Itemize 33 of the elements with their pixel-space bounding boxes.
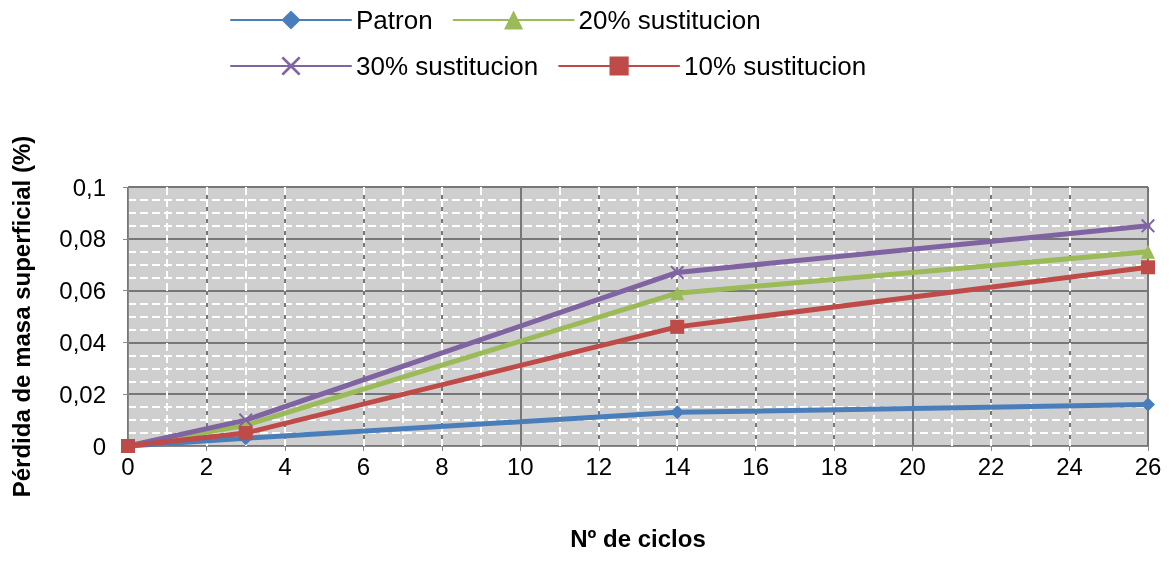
x-tick-label: 2 [199,452,214,480]
y-tick-label: 0 [92,432,106,460]
y-tick-label: 0,1 [72,173,106,201]
x-axis-title: Nº de ciclos [570,524,706,552]
y-axis-title: Pérdida de masa superficial (%) [7,135,35,498]
x-tick-label: 24 [1056,452,1083,480]
x-tick-label: 26 [1134,452,1162,480]
y-tick-label: 0,04 [59,328,106,356]
x-tick-label: 0 [121,452,135,480]
point [670,265,685,280]
x-tick-label: 20 [899,452,926,480]
x-tick-label: 4 [278,452,292,480]
legend-label: Patron [356,5,433,35]
legend-label: 30% sustitucion [356,51,539,81]
y-tick-label: 0,06 [59,277,106,305]
point [670,319,685,334]
x-tick-label: 18 [820,452,848,480]
point [1141,218,1155,233]
y-tick-label: 0,08 [59,225,106,253]
point [238,426,253,441]
y-tick-label: 0,02 [59,380,106,408]
legend-label: 10% sustitucion [684,51,867,81]
x-tick-label: 8 [435,452,449,480]
x-tick-label: 22 [977,452,1005,480]
x-tick-label: 10 [506,452,534,480]
point [1141,260,1155,275]
x-tick-label: 12 [585,452,613,480]
legend-label: 20% sustitucion [578,5,761,35]
x-tick-label: 6 [356,452,371,480]
point [670,405,685,420]
point [1141,397,1155,412]
x-tick-label: 16 [742,452,770,480]
x-tick-label: 14 [663,452,691,480]
